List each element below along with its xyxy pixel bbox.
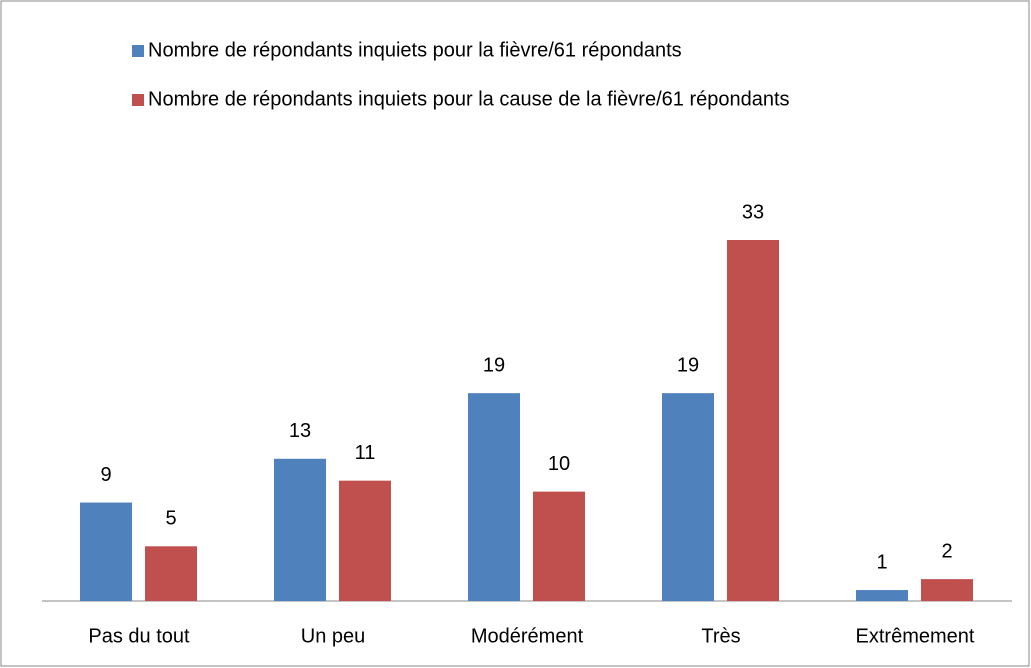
value-label: 33 [742, 201, 764, 223]
value-label: 2 [941, 540, 952, 562]
value-label: 5 [165, 508, 176, 530]
bar [662, 393, 714, 601]
bar [856, 590, 908, 601]
legend-label: Nombre de répondants inquiets pour la fi… [148, 39, 682, 61]
value-label: 19 [677, 354, 699, 376]
bar [339, 480, 391, 601]
x-tick-label: Très [701, 625, 740, 647]
bar [468, 393, 520, 601]
bar [274, 458, 326, 601]
value-label: 9 [100, 464, 111, 486]
bar [727, 240, 779, 601]
legend-swatch [132, 45, 144, 57]
x-tick-label: Un peu [301, 625, 366, 647]
bar [533, 491, 585, 601]
legend-swatch [132, 94, 144, 106]
legend-label: Nombre de répondants inquiets pour la ca… [148, 88, 790, 110]
value-label: 19 [483, 354, 505, 376]
value-label: 13 [289, 420, 311, 442]
bar [921, 579, 973, 601]
x-tick-label: Extrêmement [856, 625, 975, 647]
value-label: 10 [548, 453, 570, 475]
bar [80, 502, 132, 601]
x-tick-label: Pas du tout [88, 625, 190, 647]
bar [145, 546, 197, 601]
value-label: 1 [876, 551, 887, 573]
value-label: 11 [355, 442, 376, 464]
x-tick-label: Modérément [471, 625, 584, 647]
